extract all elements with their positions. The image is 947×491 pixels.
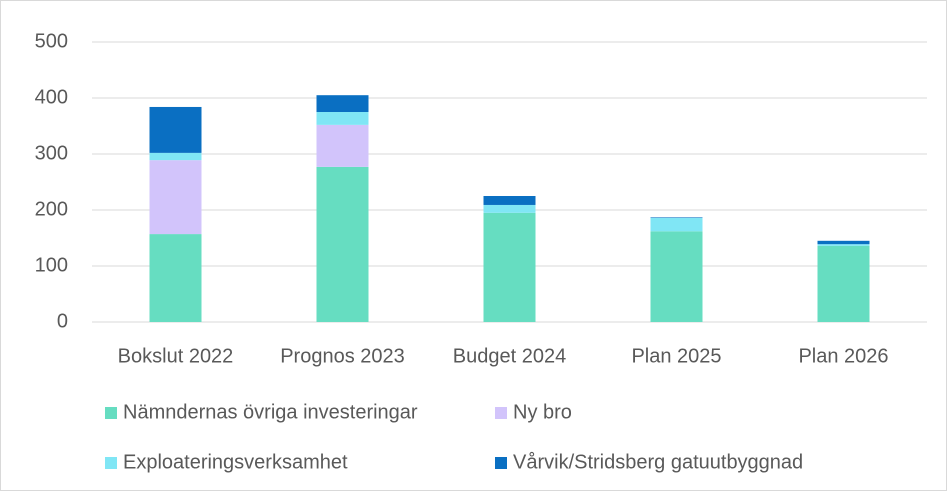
bar-segment [149,152,202,161]
legend-label: Exploateringsverksamhet [123,451,348,473]
y-tick-label: 300 [35,142,68,164]
bar-segment [316,112,369,125]
bar-segment [316,166,369,322]
legend-swatch [105,457,117,469]
legend-label: Vårvik/Stridsberg gatuutbyggnad [513,451,803,473]
bar-segment [149,234,202,322]
x-tick-label: Plan 2025 [631,345,721,367]
x-tick-label: Plan 2026 [798,345,888,367]
bar-segment [650,217,703,232]
y-tick-label: 500 [35,30,68,52]
legend-label: Ny bro [513,401,572,423]
legend-swatch [495,457,507,469]
bar-segment [149,106,202,153]
legend-swatch [105,407,117,419]
bar-segment [316,124,369,167]
bar-segment [650,231,703,322]
bar-segment [483,204,536,213]
bar-segment [316,95,369,112]
bar-segment [483,196,536,205]
y-tick-label: 200 [35,198,68,220]
bar-segment [650,217,703,218]
bar-segment [149,160,202,235]
x-tick-label: Budget 2024 [453,345,566,367]
legend-label: Nämndernas övriga investeringar [123,401,418,423]
x-tick-label: Bokslut 2022 [118,345,234,367]
bar-segment [817,240,870,245]
bar-segment [817,245,870,322]
legend-swatch [495,407,507,419]
y-tick-label: 400 [35,86,68,108]
bar-segment [483,212,536,322]
y-tick-label: 100 [35,254,68,276]
bar-segment [817,244,870,246]
y-tick-label: 0 [57,310,68,332]
x-tick-label: Prognos 2023 [280,345,405,367]
